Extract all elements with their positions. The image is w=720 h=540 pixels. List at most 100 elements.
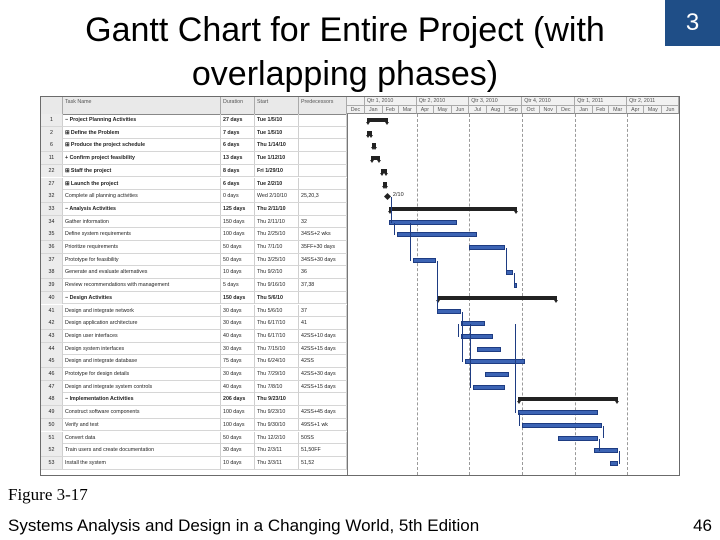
task-bar[interactable]: [521, 422, 602, 428]
timeline-month: Feb: [593, 106, 610, 114]
task-row[interactable]: 36 Prioritize requirements 50 days Thu 7/1…: [41, 241, 347, 254]
task-name: ⊞ Staff the project: [63, 164, 221, 177]
timeline-month: Jan: [364, 106, 383, 114]
task-name: Construct software components: [63, 406, 221, 419]
task-bar[interactable]: [473, 384, 505, 390]
gantt-chart: Task Name Duration Start Predecessors 1−…: [40, 96, 680, 476]
summary-bar[interactable]: [387, 206, 518, 214]
task-name: − Project Planning Activities: [63, 114, 221, 126]
task-name: Train users and create documentation: [63, 444, 221, 457]
task-row[interactable]: 46 Prototype for design details 30 days Th…: [41, 368, 347, 381]
summary-bar[interactable]: [366, 118, 389, 125]
task-id: 2: [41, 126, 63, 139]
timeline-quarter: Qtr 4, 2010: [522, 97, 576, 106]
task-row[interactable]: 44 Design system interfaces 30 days Thu 7/…: [41, 342, 347, 356]
task-bar[interactable]: [469, 245, 505, 250]
task-row[interactable]: 50 Verify and test 100 days Thu 9/30/10 49S…: [41, 418, 347, 432]
task-duration: 5 days: [221, 279, 255, 292]
task-bar[interactable]: [412, 257, 437, 263]
timeline-month: Jan: [575, 106, 594, 114]
task-row[interactable]: 33− Analysis Activities 125 days Thu 2/11/…: [41, 202, 347, 216]
slide-title: Gantt Chart for Entire Project (with ove…: [85, 11, 605, 93]
task-row[interactable]: 37 Prototype for feasibility 50 days Thu 3…: [41, 253, 347, 267]
task-row[interactable]: 52 Train users and create documentation 3…: [41, 444, 347, 457]
task-row[interactable]: 49 Construct software components 100 days…: [41, 406, 347, 419]
task-duration: 75 days: [221, 355, 255, 368]
task-duration: 30 days: [221, 368, 255, 380]
task-row[interactable]: 41 Design and integrate network 30 days Th…: [41, 304, 347, 318]
task-start: Thu 12/2/10: [255, 431, 299, 444]
summary-bar[interactable]: [370, 156, 382, 164]
task-duration: 30 days: [221, 317, 255, 330]
figure-label: Figure 3-17: [8, 485, 88, 504]
task-predecessors: 42SS+45 days: [299, 406, 347, 419]
task-duration: 100 days: [221, 228, 255, 241]
task-row[interactable]: 1− Project Planning Activities 27 days Tue…: [41, 114, 347, 127]
task-row[interactable]: 35 Define system requirements 100 days Thu…: [41, 228, 347, 241]
task-row[interactable]: 38 Generate and evaluate alternatives 10 …: [41, 266, 347, 280]
timeline-month: May: [434, 106, 452, 114]
task-start: Thu 6/24/10: [255, 355, 299, 368]
task-predecessors: [299, 393, 347, 406]
task-bar[interactable]: [388, 219, 458, 225]
task-row[interactable]: 47 Design and integrate system controls 4…: [41, 380, 347, 394]
task-bar[interactable]: [461, 333, 493, 339]
summary-bar[interactable]: [366, 130, 373, 138]
task-row[interactable]: 39 Review recommendations with managemen…: [41, 279, 347, 292]
task-bar[interactable]: [485, 372, 509, 377]
task-row[interactable]: 6 ⊞ Produce the project schedule 6 days Th…: [41, 139, 347, 153]
task-start: Thu 7/8/10: [255, 380, 299, 393]
task-bar[interactable]: [477, 346, 501, 352]
task-row[interactable]: 32 Complete all planning activities 0 day…: [41, 190, 347, 203]
task-bar[interactable]: [396, 232, 478, 238]
task-predecessors: 34SS+30 days: [299, 253, 347, 266]
task-bar[interactable]: [610, 460, 618, 466]
task-row[interactable]: 27 ⊞ Launch the project 6 days Tue 2/2/10: [41, 177, 347, 191]
task-id: 49: [41, 406, 63, 419]
task-name: Gather information: [63, 215, 221, 228]
task-name: Design and integrate database: [63, 355, 221, 368]
summary-bar[interactable]: [379, 168, 389, 176]
task-predecessors: 41: [299, 317, 347, 330]
task-duration: 13 days: [221, 152, 255, 165]
task-bar[interactable]: [557, 435, 598, 441]
task-duration: 30 days: [221, 342, 255, 355]
task-row[interactable]: 34 Gather information 150 days Thu 2/11/10…: [41, 215, 347, 229]
task-duration: 10 days: [221, 266, 255, 279]
task-row[interactable]: 40− Design Activities 150 days Thu 5/6/10: [41, 291, 347, 305]
task-row[interactable]: 2 ⊞ Define the Problem 7 days Tue 1/5/10: [41, 126, 347, 140]
task-row[interactable]: 45 Design and integrate database 75 days T…: [41, 355, 347, 368]
task-row[interactable]: 48− Implementation Activities 206 days Thu…: [41, 393, 347, 407]
task-start: Thu 2/11/10: [255, 215, 299, 228]
task-duration: 125 days: [221, 202, 255, 215]
task-predecessors: [299, 177, 347, 190]
task-bar[interactable]: [461, 321, 485, 327]
task-row[interactable]: 42 Design application architecture 30 day…: [41, 317, 347, 330]
id-column-header: [41, 97, 63, 114]
task-row[interactable]: 22 ⊞ Staff the project 8 days Fri 1/29/10: [41, 164, 347, 178]
task-start: Thu 9/23/10: [255, 406, 299, 419]
task-start: Wed 2/10/10: [255, 190, 299, 203]
task-row[interactable]: 53 Install the system 10 days Thu 3/3/11 51…: [41, 456, 347, 470]
task-predecessors: 51,52: [299, 456, 347, 469]
task-id: 44: [41, 342, 63, 355]
summary-bar[interactable]: [371, 143, 378, 151]
task-predecessors: 51,50FF: [299, 444, 347, 457]
timeline-month: Apr: [416, 106, 435, 114]
summary-bar[interactable]: [516, 397, 620, 405]
task-predecessors: 34SS+2 wks: [299, 228, 347, 241]
task-row[interactable]: 43 Design user interfaces 40 days Thu 6/17…: [41, 329, 347, 343]
task-bar[interactable]: [465, 359, 526, 365]
task-row[interactable]: 51 Convert data 50 days Thu 12/2/10 50SS: [41, 431, 347, 445]
summary-bar[interactable]: [435, 295, 558, 303]
timeline-month: Jul: [469, 106, 488, 114]
task-name: ⊞ Define the Problem: [63, 126, 221, 139]
summary-bar[interactable]: [382, 181, 389, 189]
task-row[interactable]: 11 + Confirm project feasibility 13 days T…: [41, 152, 347, 165]
task-predecessors: 49SS+1 wk: [299, 418, 347, 431]
task-bar[interactable]: [436, 308, 461, 314]
task-bar[interactable]: [517, 410, 598, 416]
task-bar[interactable]: [594, 448, 618, 454]
task-duration: 27 days: [221, 114, 255, 126]
task-id: 11: [41, 152, 63, 165]
